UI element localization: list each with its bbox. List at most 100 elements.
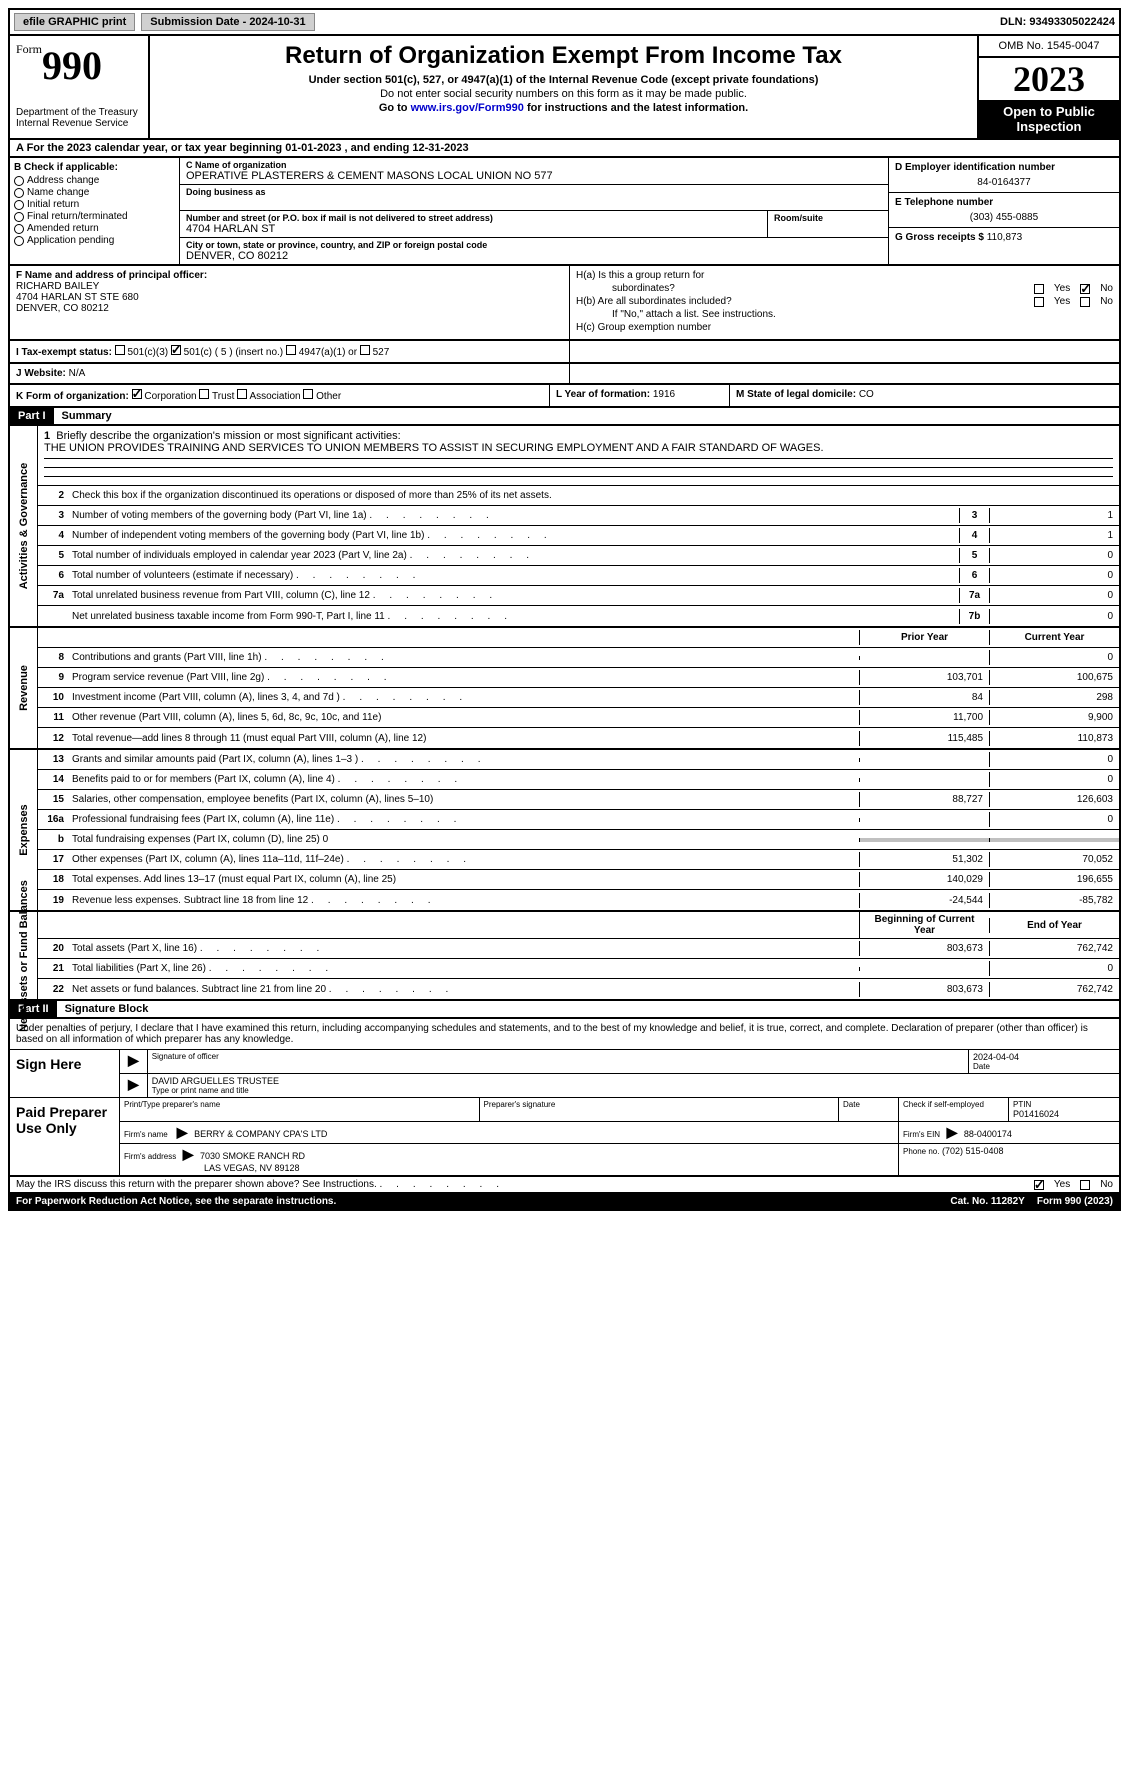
efile-print-button[interactable]: efile GRAPHIC print	[14, 13, 135, 31]
p15: 88,727	[859, 792, 989, 807]
beg-year-hdr: Beginning of Current Year	[859, 912, 989, 938]
l15: Salaries, other compensation, employee b…	[68, 792, 859, 807]
hc-label: H(c) Group exemption number	[576, 322, 711, 333]
phone-value: (303) 455-0885	[895, 212, 1113, 223]
opt-501c: 501(c) ( 5 ) (insert no.)	[184, 347, 283, 358]
officer-label: F Name and address of principal officer:	[16, 270, 563, 281]
l16a: Professional fundraising fees (Part IX, …	[68, 812, 859, 827]
p11: 11,700	[859, 710, 989, 725]
prep-name-label: Print/Type preparer's name	[124, 1100, 475, 1109]
prior-year-hdr: Prior Year	[859, 630, 989, 645]
c13: 0	[989, 752, 1119, 767]
firm-addr-label: Firm's address	[124, 1152, 176, 1161]
p12: 115,485	[859, 731, 989, 746]
ein-label: D Employer identification number	[895, 162, 1113, 173]
c8: 0	[989, 650, 1119, 665]
goto-pre: Go to	[379, 102, 411, 114]
hb-no: No	[1100, 296, 1113, 307]
chk-501c[interactable]	[171, 345, 181, 355]
footer-mid: Cat. No. 11282Y	[944, 1194, 1030, 1209]
street-value: 4704 HARLAN ST	[186, 223, 761, 235]
hb-label: H(b) Are all subordinates included?	[576, 296, 732, 307]
l9: Program service revenue (Part VIII, line…	[68, 670, 859, 685]
chk-4947[interactable]	[286, 345, 296, 355]
form-title: Return of Organization Exempt From Incom…	[160, 42, 967, 70]
chk-527[interactable]	[360, 345, 370, 355]
opt-other: Other	[316, 391, 341, 402]
ptin-value: P01416024	[1013, 1109, 1115, 1119]
arrow-icon: ▶	[124, 1052, 143, 1068]
dba-label: Doing business as	[186, 187, 882, 197]
discuss-yes-chk[interactable]	[1034, 1180, 1044, 1190]
opt-name-change: Name change	[27, 187, 89, 198]
opt-address-change: Address change	[27, 175, 99, 186]
chk-amended[interactable]	[14, 224, 24, 234]
l21: Total liabilities (Part X, line 26)	[68, 961, 859, 976]
row-j-label: J Website:	[16, 368, 66, 379]
l5-text: Total number of individuals employed in …	[68, 548, 959, 563]
p20: 803,673	[859, 941, 989, 956]
chk-501c3[interactable]	[115, 345, 125, 355]
c15: 126,603	[989, 792, 1119, 807]
chk-address-change[interactable]	[14, 176, 24, 186]
col-b-header: B Check if applicable:	[14, 162, 175, 173]
l16b: Total fundraising expenses (Part IX, col…	[68, 832, 859, 847]
hb-no-chk[interactable]	[1080, 297, 1090, 307]
officer-name: RICHARD BAILEY	[16, 281, 563, 292]
firm-phone-label: Phone no.	[903, 1147, 939, 1156]
opt-4947: 4947(a)(1) or	[299, 347, 357, 358]
ha-yes: Yes	[1054, 283, 1070, 294]
l7a-text: Total unrelated business revenue from Pa…	[68, 588, 959, 603]
hb-yes-chk[interactable]	[1034, 297, 1044, 307]
chk-name-change[interactable]	[14, 188, 24, 198]
opt-trust: Trust	[212, 391, 234, 402]
declaration-text: Under penalties of perjury, I declare th…	[10, 1019, 1119, 1049]
col-b-checkboxes: B Check if applicable: Address change Na…	[10, 158, 180, 264]
c21: 0	[989, 961, 1119, 976]
chk-final-return[interactable]	[14, 212, 24, 222]
discuss-no: No	[1100, 1179, 1113, 1190]
vtab-net-assets: Net Assets or Fund Balances	[10, 912, 38, 999]
form-word: Form	[16, 42, 42, 56]
type-print-label: Type or print name and title	[152, 1086, 1115, 1095]
opt-assoc: Association	[249, 391, 300, 402]
submission-date-label: Submission Date - 2024-10-31	[141, 13, 314, 31]
officer-addr1: 4704 HARLAN ST STE 680	[16, 292, 563, 303]
irs-link[interactable]: www.irs.gov/Form990	[411, 102, 524, 114]
l4-text: Number of independent voting members of …	[68, 528, 959, 543]
v7a: 0	[989, 588, 1119, 603]
chk-assoc[interactable]	[237, 389, 247, 399]
chk-initial-return[interactable]	[14, 200, 24, 210]
c11: 9,900	[989, 710, 1119, 725]
part2-header: Part II	[10, 1001, 57, 1017]
firm-ein: 88-0400174	[964, 1129, 1012, 1139]
l18: Total expenses. Add lines 13–17 (must eq…	[68, 872, 859, 887]
hb-yes: Yes	[1054, 296, 1070, 307]
year-formation: 1916	[653, 389, 675, 400]
ha-yes-chk[interactable]	[1034, 284, 1044, 294]
chk-trust[interactable]	[199, 389, 209, 399]
officer-name-title: DAVID ARGUELLES TRUSTEE	[152, 1076, 1115, 1086]
p17: 51,302	[859, 852, 989, 867]
top-toolbar: efile GRAPHIC print Submission Date - 20…	[8, 8, 1121, 36]
l13: Grants and similar amounts paid (Part IX…	[68, 752, 859, 767]
chk-app-pending[interactable]	[14, 236, 24, 246]
c18: 196,655	[989, 872, 1119, 887]
opt-initial-return: Initial return	[27, 199, 79, 210]
discuss-no-chk[interactable]	[1080, 1180, 1090, 1190]
p19: -24,544	[859, 893, 989, 908]
row-a-tax-year: A For the 2023 calendar year, or tax yea…	[8, 140, 1121, 158]
street-label: Number and street (or P.O. box if mail i…	[186, 213, 761, 223]
chk-corp[interactable]	[132, 389, 142, 399]
irs-label: Internal Revenue Service	[16, 118, 142, 129]
sig-date-val: 2024-04-04	[973, 1052, 1115, 1062]
footer-right: Form 990 (2023)	[1031, 1194, 1119, 1209]
website-value: N/A	[69, 368, 86, 379]
opt-final-return: Final return/terminated	[27, 211, 128, 222]
chk-other[interactable]	[303, 389, 313, 399]
row-i-label: I Tax-exempt status:	[16, 347, 112, 358]
state-domicile: CO	[859, 389, 874, 400]
ha-no-chk[interactable]	[1080, 284, 1090, 294]
p10: 84	[859, 690, 989, 705]
city-value: DENVER, CO 80212	[186, 250, 882, 262]
